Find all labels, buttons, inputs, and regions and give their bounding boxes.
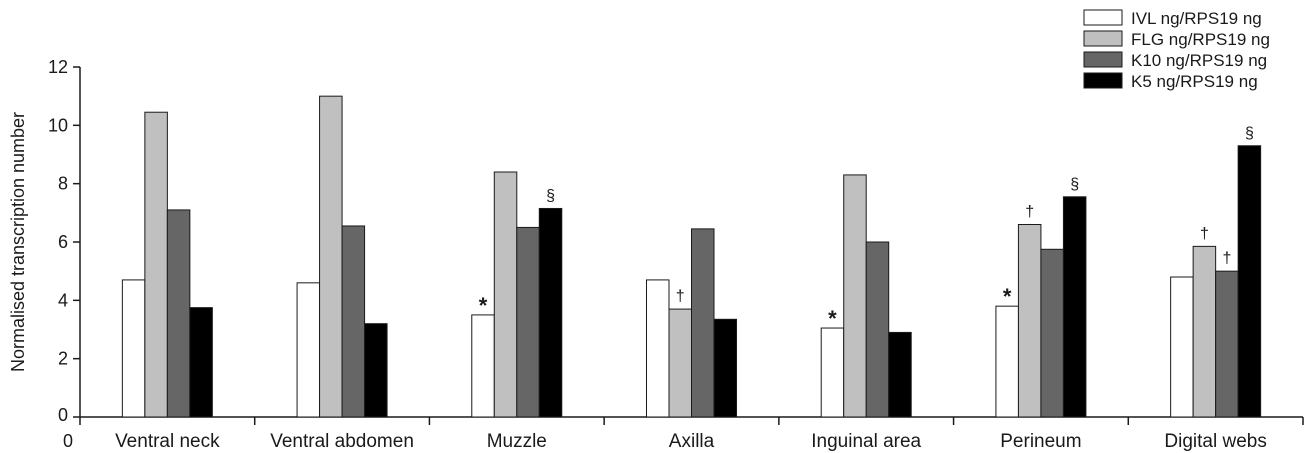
significance-mark: * <box>479 293 488 318</box>
bar <box>865 241 890 418</box>
significance-mark: † <box>676 288 685 305</box>
bar <box>144 111 168 418</box>
significance-mark: § <box>546 187 555 204</box>
significance-mark: * <box>1003 284 1012 309</box>
bar <box>121 279 146 418</box>
significance-annotations: * § † * * † § † † § <box>479 125 1254 331</box>
bar <box>1170 276 1194 418</box>
legend-swatch <box>1083 72 1123 89</box>
bar <box>843 174 867 418</box>
significance-mark: § <box>1070 176 1079 193</box>
bar <box>364 323 388 418</box>
x-axis: Ventral neck Ventral abdomen Muzzle Axilla I… <box>79 416 1304 452</box>
bar <box>516 226 540 418</box>
y-tick-label: 4 <box>58 290 68 310</box>
x-category-label: Inguinal area <box>811 431 921 452</box>
legend-swatch <box>1083 51 1123 68</box>
bar <box>471 314 495 418</box>
legend-swatch <box>1083 9 1123 26</box>
significance-mark: † <box>1222 250 1231 267</box>
bar <box>341 225 366 418</box>
y-tick-label: 10 <box>48 115 68 135</box>
bar <box>888 331 912 418</box>
significance-mark: † <box>1025 204 1034 221</box>
x-category-label: Perineum <box>1000 431 1081 452</box>
bar <box>493 171 518 418</box>
bars <box>121 95 1262 418</box>
x-category-label: Ventral abdomen <box>270 431 414 452</box>
bar <box>1237 145 1262 418</box>
y-tick-label-zero: 0 <box>58 405 68 425</box>
x-category-label: Ventral neck <box>115 431 220 452</box>
legend: IVL ng/RPS19 ng FLG ng/RPS19 ng K10 ng/RPS… <box>1083 9 1270 91</box>
bar <box>189 307 213 418</box>
bar <box>319 95 343 418</box>
y-axis: 2 4 6 8 10 12 0 0 <box>48 57 81 451</box>
y-tick-label: 8 <box>58 174 68 194</box>
y-axis-label: Normalised transcription number <box>8 112 28 372</box>
bar <box>538 207 563 418</box>
bar <box>1017 224 1042 418</box>
bar <box>1040 248 1064 418</box>
bar <box>995 305 1019 418</box>
significance-mark: † <box>1200 225 1209 242</box>
bar <box>296 282 321 418</box>
legend-label: IVL ng/RPS19 ng <box>1131 9 1262 28</box>
y-tick-label: 6 <box>58 232 68 252</box>
bar <box>713 318 737 418</box>
y-tick-label: 2 <box>58 349 68 369</box>
significance-mark: * <box>828 306 837 331</box>
legend-swatch <box>1083 30 1123 47</box>
legend-label: K5 ng/RPS19 ng <box>1131 72 1258 91</box>
bar <box>1062 196 1087 418</box>
bar <box>1215 270 1239 418</box>
x-category-label: Muzzle <box>487 431 547 452</box>
legend-label: FLG ng/RPS19 ng <box>1131 30 1270 49</box>
bar <box>691 228 715 418</box>
legend-label: K10 ng/RPS19 ng <box>1131 51 1267 70</box>
bar <box>1192 245 1217 418</box>
bar <box>646 279 670 418</box>
bar <box>166 209 191 418</box>
bar <box>820 327 845 418</box>
x-category-label: Digital webs <box>1164 431 1266 452</box>
y-tick-label: 12 <box>48 57 68 77</box>
x-category-label: Axilla <box>669 431 715 452</box>
bar <box>668 308 692 418</box>
significance-mark: § <box>1245 125 1254 142</box>
x-origin-label: 0 <box>63 431 73 451</box>
